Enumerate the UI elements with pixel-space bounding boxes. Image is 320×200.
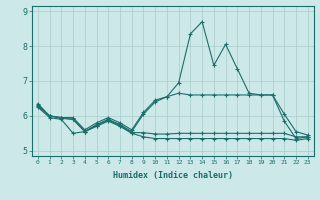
X-axis label: Humidex (Indice chaleur): Humidex (Indice chaleur): [113, 171, 233, 180]
